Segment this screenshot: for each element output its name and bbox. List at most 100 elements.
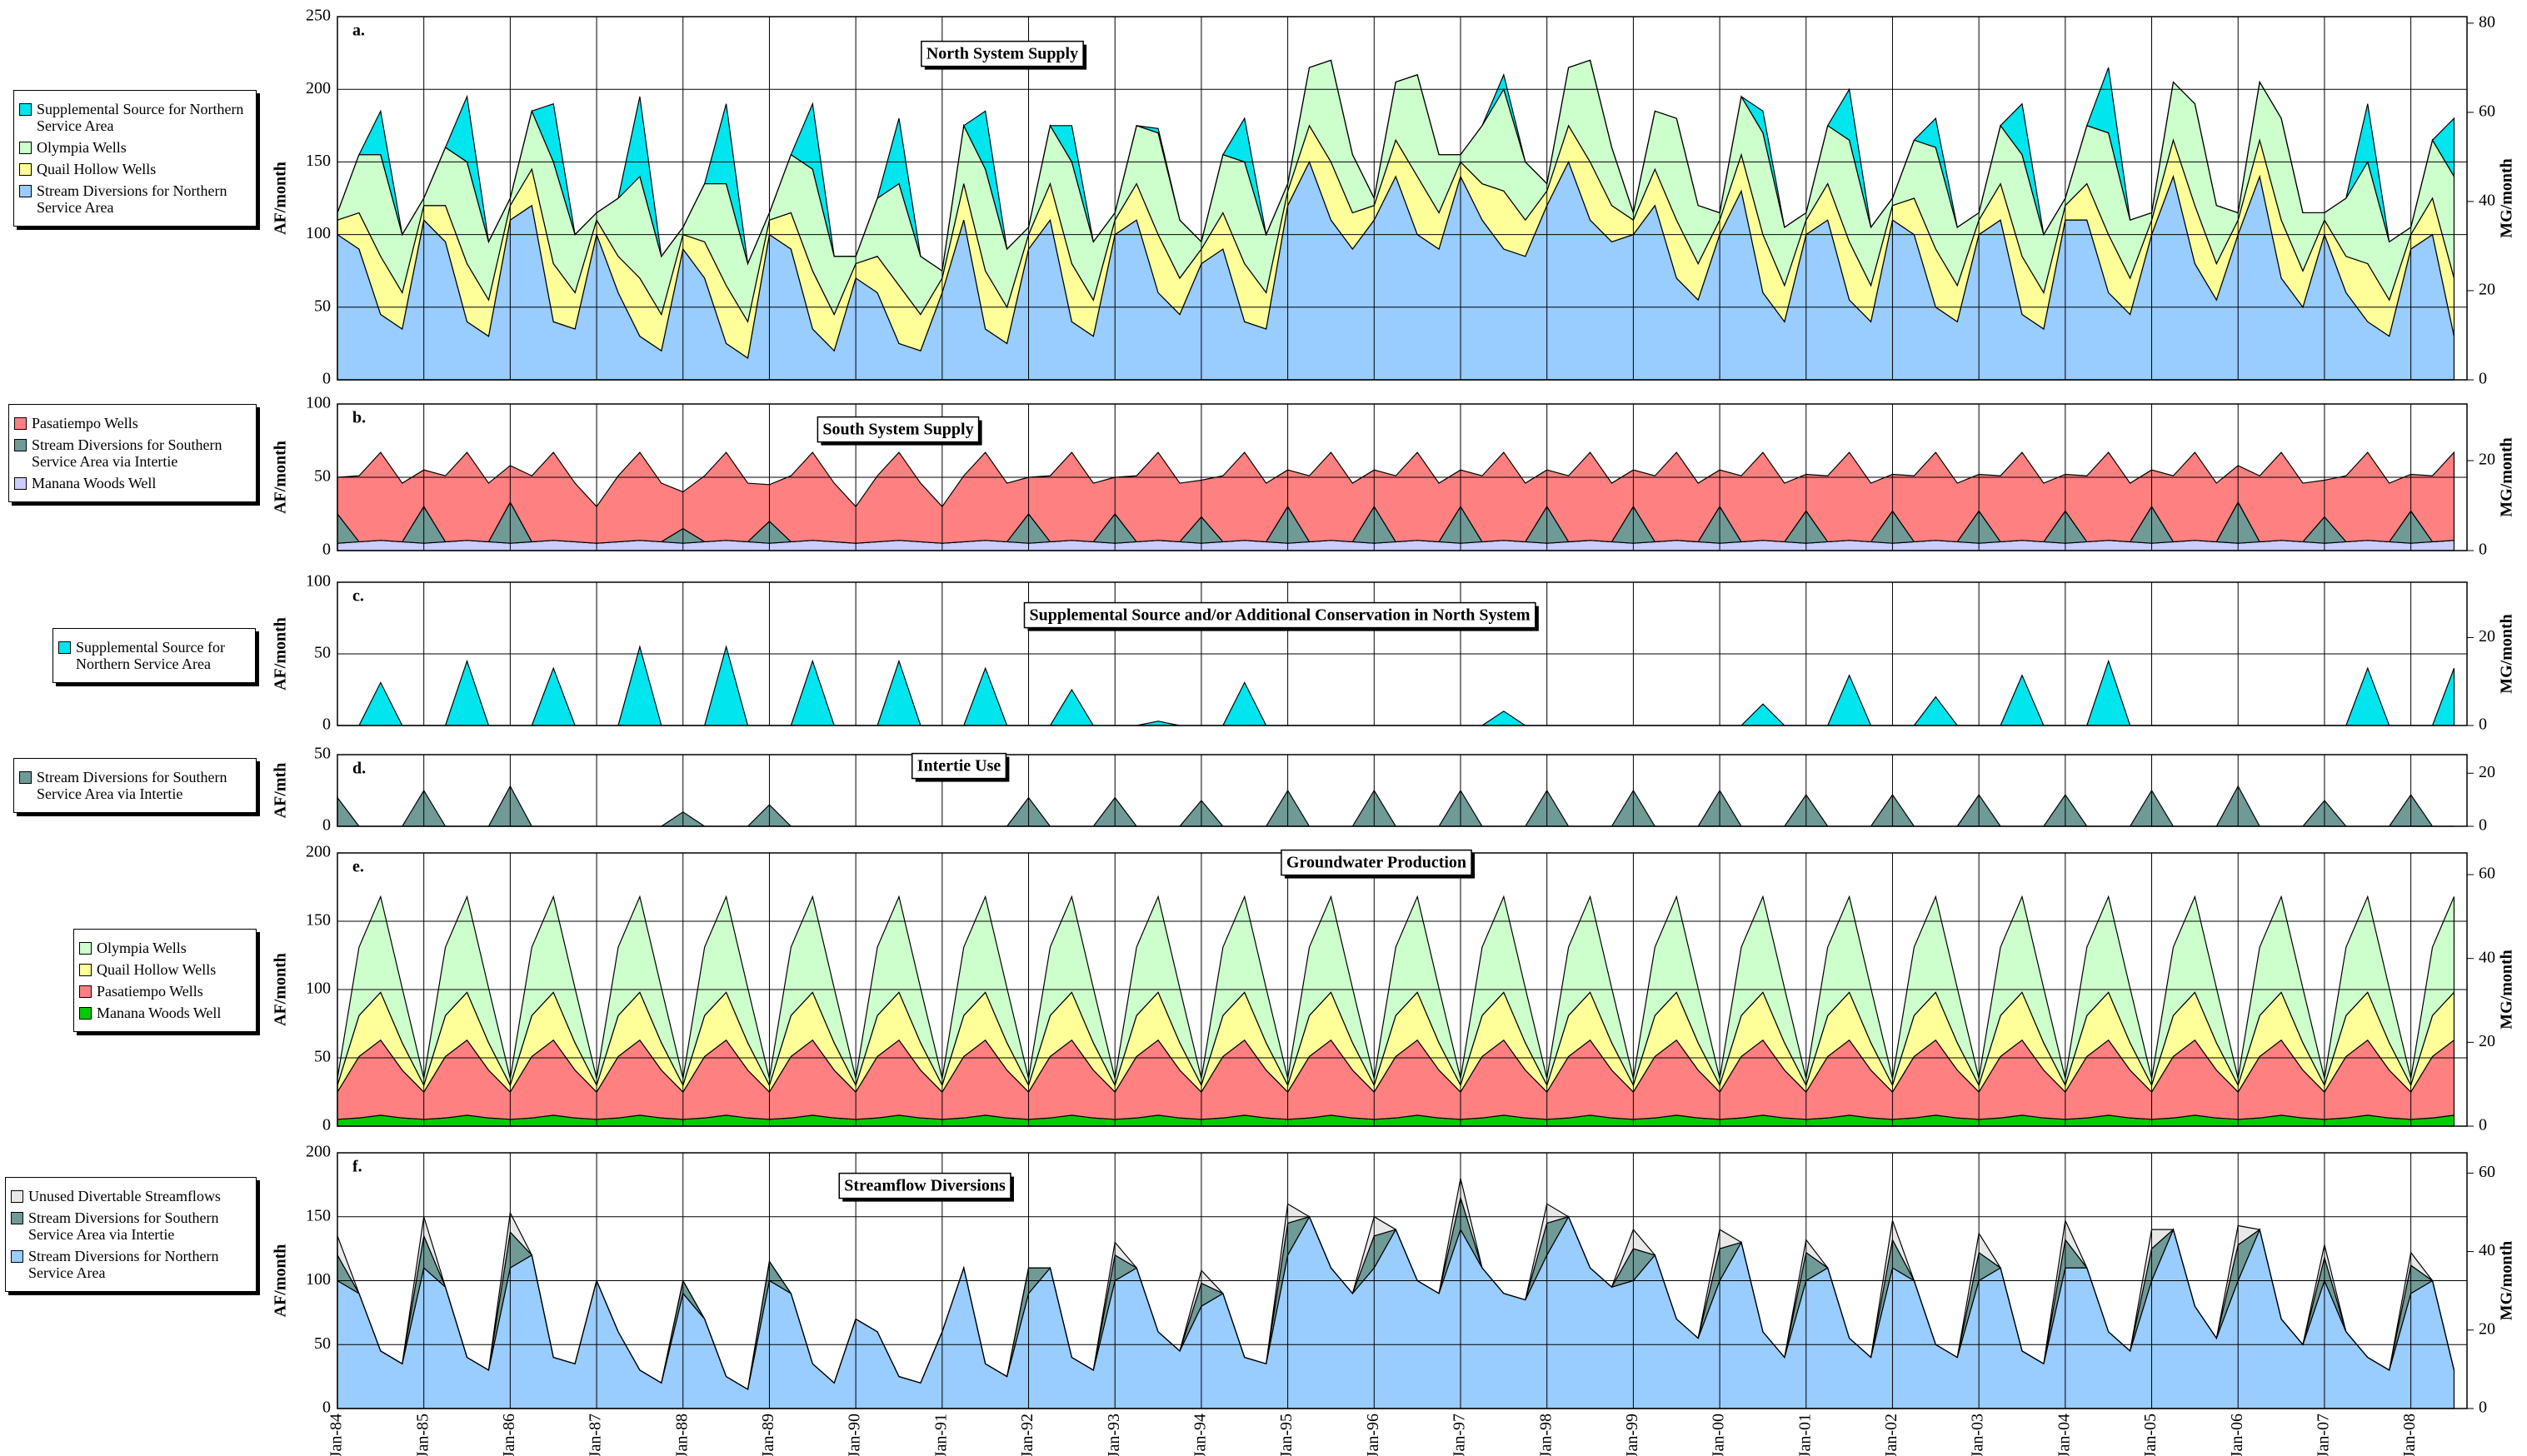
legend-swatch [19, 771, 32, 784]
y-tick-label: 50 [314, 1048, 331, 1066]
y-tick-label: 50 [314, 1334, 331, 1353]
legend-label: Quail Hollow Wells [97, 961, 217, 978]
y2-tick-label: 40 [2479, 192, 2495, 210]
legend-swatch [14, 439, 27, 451]
y2-tick-label: 0 [2479, 1399, 2487, 1417]
legend-entry: Pasatiempo Wells [14, 415, 251, 431]
y2-tick-label: 20 [2479, 1032, 2495, 1050]
panel-label: d. [352, 760, 366, 778]
panel-label: c. [352, 587, 364, 606]
x-tick-label: Jan-96 [1364, 1414, 1382, 1456]
y2-tick-label: 40 [2479, 1241, 2495, 1259]
legend-label: Stream Diversions for Southern Service A… [28, 1209, 219, 1243]
y2-axis-label: MG/month [2498, 614, 2516, 694]
y2-tick-label: 60 [2479, 1163, 2495, 1181]
legend-label: Stream Diversions for Southern Service A… [32, 436, 222, 470]
legend-entry: Supplemental Source for Northern Service… [19, 101, 251, 134]
area [337, 59, 2455, 272]
y-tick-label: 50 [314, 644, 331, 662]
title-box [1281, 849, 1472, 876]
legend-entry: Manana Woods Well [14, 475, 251, 491]
y-tick-label: 0 [322, 1399, 331, 1417]
y2-tick-label: 20 [2479, 763, 2495, 781]
legend: Pasatiempo Wells Stream Diversions for So… [8, 404, 257, 502]
legend-swatch [58, 641, 71, 654]
y-tick-label: 50 [314, 297, 331, 315]
y2-tick-label: 0 [2479, 816, 2487, 835]
plot-frame [337, 581, 2468, 726]
y-tick-label: 100 [306, 572, 331, 591]
x-tick-label: Jan-94 [1191, 1414, 1210, 1456]
legend-swatch [14, 417, 27, 430]
legend-swatch [79, 942, 92, 955]
y-tick-label: 150 [306, 152, 331, 170]
plot-frame [337, 754, 2468, 827]
y2-tick-label: 80 [2479, 12, 2495, 31]
y2-axis-label: MG/month [2498, 950, 2516, 1030]
area [337, 1178, 2455, 1390]
y2-tick-label: 40 [2479, 948, 2495, 966]
y-tick-label: 100 [306, 980, 331, 998]
legend-swatch [19, 185, 32, 197]
legend-entry: Unused Divertable Streamflows [11, 1188, 251, 1204]
x-tick-label: Jan-88 [672, 1414, 691, 1456]
legend-label: Unused Divertable Streamflows [28, 1188, 221, 1204]
legend-swatch [19, 103, 32, 116]
plot-frame [337, 16, 2468, 381]
y-tick-label: 100 [306, 394, 331, 412]
y-tick-label: 150 [306, 1206, 331, 1224]
x-tick-label: Jan-95 [1277, 1414, 1296, 1456]
y-tick-label: 100 [306, 1270, 331, 1289]
y-tick-label: 150 [306, 911, 331, 930]
legend-label: Olympia Wells [97, 940, 187, 956]
x-tick-label: Jan-89 [759, 1414, 777, 1456]
y-tick-label: 50 [314, 467, 331, 486]
legend-entry: Stream Diversions for Northern Service A… [11, 1248, 251, 1281]
x-tick-label: Jan-00 [1710, 1414, 1728, 1456]
y-tick-label: 0 [322, 716, 331, 734]
x-tick-label: Jan-97 [1451, 1414, 1469, 1456]
y-tick-label: 0 [322, 370, 331, 388]
x-tick-label: Jan-84 [327, 1414, 346, 1456]
x-tick-label: Jan-99 [1623, 1414, 1641, 1456]
title-box [838, 1172, 1011, 1199]
legend-entry: Stream Diversions for Northern Service A… [19, 182, 251, 216]
legend-label: Supplemental Source for Northern Service… [76, 639, 225, 672]
panel-label: b. [352, 409, 366, 427]
legend-entry: Olympia Wells [19, 139, 251, 156]
y-tick-label: 0 [322, 541, 331, 559]
y2-tick-label: 0 [2479, 716, 2487, 734]
y2-tick-label: 0 [2479, 1116, 2487, 1134]
y-tick-label: 200 [306, 1143, 331, 1161]
chart-title: North System Supply [926, 45, 1078, 63]
y2-axis-label: MG/month [2498, 158, 2516, 238]
y-axis-label: AF/month [272, 953, 290, 1026]
panel-label: a. [352, 22, 365, 40]
y-tick-label: 200 [306, 843, 331, 861]
legend-label: Stream Diversions for Northern Service A… [37, 182, 227, 216]
legend-swatch [79, 985, 92, 998]
y2-tick-label: 20 [2479, 627, 2495, 646]
y2-tick-label: 0 [2479, 370, 2487, 388]
x-tick-label: Jan-04 [2055, 1414, 2073, 1456]
legend: Unused Divertable Streamflows Stream Dive… [5, 1177, 257, 1292]
legend-label: Stream Diversions for Southern Service A… [37, 769, 227, 802]
y2-tick-label: 0 [2479, 541, 2487, 559]
chart-title: South System Supply [822, 421, 973, 439]
x-tick-label: Jan-03 [1969, 1414, 1987, 1456]
legend-label: Olympia Wells [37, 139, 127, 156]
x-tick-label: Jan-08 [2400, 1414, 2419, 1456]
y-axis-label: AF/mth [272, 763, 290, 819]
y2-axis-label: MG/month [2498, 437, 2516, 517]
x-tick-label: Jan-07 [2315, 1414, 2333, 1456]
legend-swatch [14, 477, 27, 490]
y2-axis-label: MG/month [2498, 1241, 2516, 1321]
y2-tick-label: 20 [2479, 1319, 2495, 1338]
y-tick-label: 200 [306, 79, 331, 97]
legend: Supplemental Source for Northern Service… [13, 90, 257, 227]
x-tick-label: Jan-98 [1536, 1414, 1555, 1456]
y2-tick-label: 20 [2479, 281, 2495, 299]
y-axis-label: AF/month [272, 162, 290, 235]
legend-swatch [11, 1250, 23, 1263]
